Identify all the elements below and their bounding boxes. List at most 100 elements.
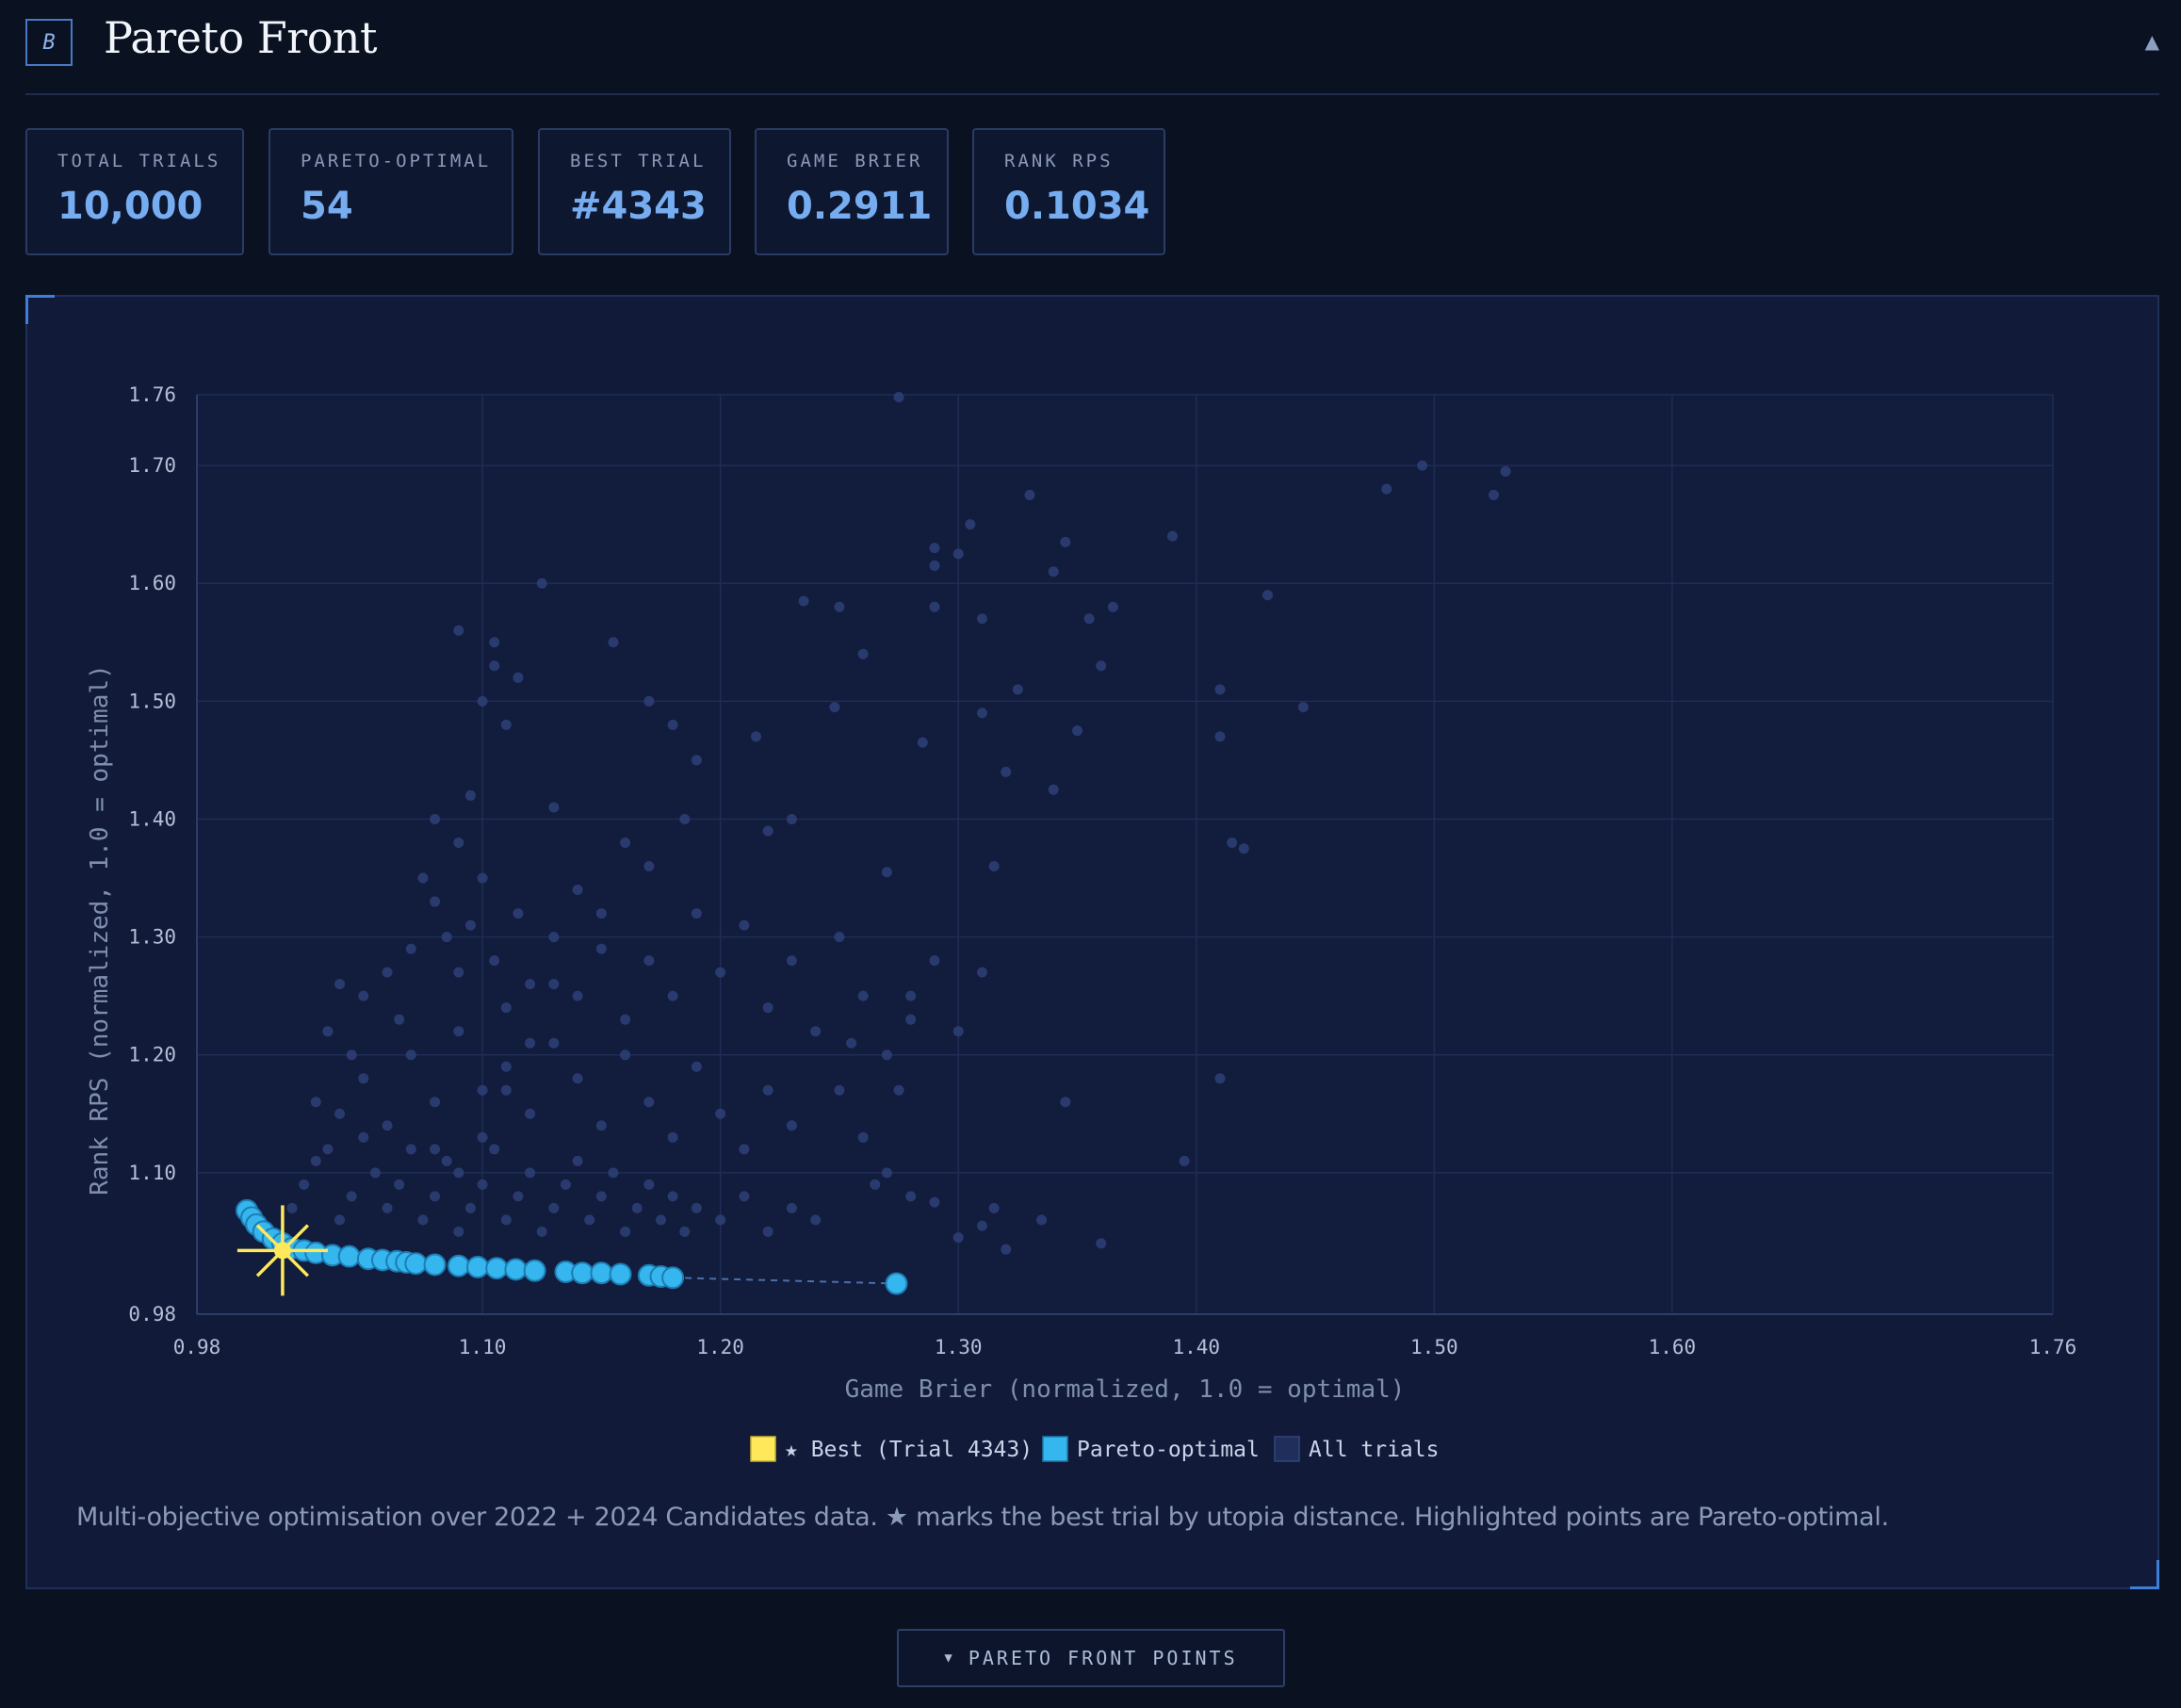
trial-point [572, 1155, 583, 1166]
trial-point [453, 1167, 464, 1179]
trial-point [310, 1155, 321, 1166]
trial-point [976, 613, 987, 625]
chart-caption: Multi-objective optimisation over 2022 +… [76, 1503, 1889, 1532]
trial-point [829, 702, 840, 713]
stat-value: #4343 [570, 185, 707, 228]
chart-panel: 0.98 1.10 1.20 1.30 1.40 1.50 1.60 1.76 0.98 1.10… [25, 295, 2159, 1589]
trial-point [417, 1214, 429, 1226]
trial-point [667, 1191, 678, 1202]
stat-label: TOTAL TRIALS [57, 151, 221, 171]
trial-point [358, 990, 369, 1001]
trial-point [643, 695, 655, 707]
trial-point [299, 1179, 310, 1190]
trial-point [929, 543, 940, 554]
trial-point [1001, 1244, 1012, 1255]
trial-point [786, 955, 797, 967]
trial-point [334, 1214, 346, 1226]
pareto-points-toggle-button[interactable]: ▼ PARETO FRONT POINTS [897, 1629, 1285, 1687]
legend-swatch [1274, 1436, 1300, 1462]
trial-point [834, 932, 845, 943]
trial-point [430, 1097, 441, 1108]
trial-point [310, 1097, 321, 1108]
trial-point [536, 1226, 547, 1237]
page-title: Pareto Front [104, 12, 378, 63]
trial-point [881, 867, 892, 878]
trial-point [857, 990, 869, 1001]
trial-point [595, 908, 607, 919]
trial-point [952, 1026, 964, 1037]
y-axis-label: Rank RPS (normalized, 1.0 = optimal) [86, 664, 114, 1196]
trial-point [1060, 536, 1071, 547]
pareto-front-line [673, 1277, 897, 1285]
trial-point [369, 1167, 381, 1179]
trial-point [500, 1084, 512, 1096]
trial-point [1381, 483, 1392, 495]
trial-point [786, 1120, 797, 1131]
collapse-triangle-icon[interactable]: ▲ [2144, 30, 2159, 53]
trial-point [334, 979, 346, 990]
stat-label: BEST TRIAL [570, 151, 707, 171]
trial-point [905, 990, 917, 1001]
x-tick-label: 1.20 [696, 1336, 744, 1358]
trial-point [477, 1131, 488, 1143]
trial-point [643, 955, 655, 967]
trial-point [976, 1220, 987, 1231]
corner-accent [2130, 1560, 2159, 1589]
y-tick-label: 0.98 [128, 1303, 176, 1326]
trial-point [572, 1073, 583, 1084]
trial-point [679, 813, 691, 824]
trial-point [631, 1202, 643, 1213]
trial-point [1262, 590, 1274, 601]
trial-point [1214, 1073, 1226, 1084]
trial-point [608, 1167, 619, 1179]
trial-point [334, 1108, 346, 1119]
pareto-point [523, 1259, 546, 1282]
stat-value: 10,000 [57, 185, 203, 228]
trial-point [548, 932, 560, 943]
trial-point [548, 802, 560, 813]
trial-point [1048, 784, 1059, 795]
stat-card-rank-rps: RANK RPS 0.1034 [972, 128, 1165, 255]
trial-point [762, 1084, 773, 1096]
trial-point [405, 1049, 416, 1061]
trial-point [1227, 837, 1238, 848]
x-tick-label: 1.60 [1649, 1336, 1697, 1358]
trial-point [1024, 489, 1035, 500]
trial-point [893, 392, 904, 403]
trial-point [834, 1084, 845, 1096]
trial-point [715, 967, 726, 978]
trial-point [477, 1179, 488, 1190]
trial-point [857, 648, 869, 659]
stat-value: 0.2911 [787, 185, 933, 228]
trial-point [500, 719, 512, 730]
trial-point [1048, 566, 1059, 577]
y-tick-label: 1.30 [128, 926, 176, 949]
x-tick-label: 1.50 [1410, 1336, 1458, 1358]
y-tick-label: 1.20 [128, 1044, 176, 1066]
trial-point [1214, 731, 1226, 742]
trial-point [1001, 766, 1012, 777]
stat-label: GAME BRIER [787, 151, 923, 171]
trial-point [834, 601, 845, 612]
pareto-point [571, 1261, 594, 1285]
legend-swatch [1042, 1436, 1068, 1462]
trial-point [322, 1144, 334, 1155]
trial-point [810, 1026, 822, 1037]
trial-point [691, 755, 702, 766]
trial-point [691, 908, 702, 919]
trial-point [548, 1037, 560, 1049]
trial-point [536, 577, 547, 589]
y-tick-label: 1.60 [128, 572, 176, 594]
trial-point [1179, 1155, 1190, 1166]
trial-point [548, 1202, 560, 1213]
trial-point [739, 1191, 750, 1202]
trial-point [667, 719, 678, 730]
trial-point [929, 601, 940, 612]
trial-point [1096, 660, 1107, 672]
trial-point [976, 708, 987, 719]
trial-point [751, 731, 762, 742]
stat-card-best-trial: BEST TRIAL #4343 [538, 128, 731, 255]
trial-point [595, 1191, 607, 1202]
stat-card-pareto-optimal: PARETO-OPTIMAL 54 [269, 128, 513, 255]
trial-point [441, 1155, 452, 1166]
